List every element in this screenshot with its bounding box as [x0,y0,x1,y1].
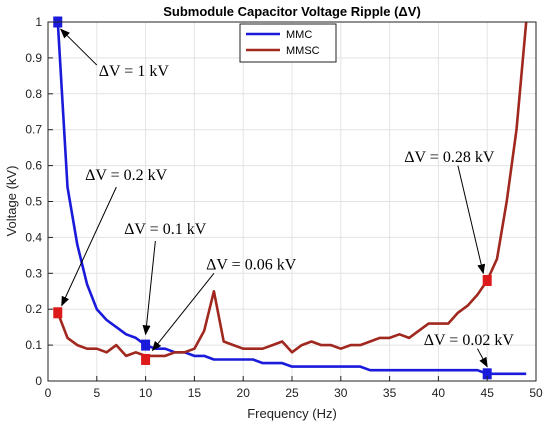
y-tick-label: 1 [35,15,42,29]
annotation-label: ΔV = 0.02 kV [424,332,515,349]
legend-label-mmc: MMC [286,29,312,41]
y-tick-label: 0.7 [25,123,42,137]
marker-mmc [141,339,151,351]
annotation-arrow [151,272,215,352]
y-tick-label: 0.9 [25,51,42,65]
annotation-arrow [59,28,98,66]
y-tick-label: 0 [35,374,42,388]
marker-mmsc [53,307,63,319]
x-tick-label: 30 [334,386,348,400]
annotation-label: ΔV = 0.06 kV [206,257,297,274]
series-line-mmsc [56,21,528,358]
y-tick-label: 0.3 [25,266,42,280]
annotation-arrow [61,186,117,307]
y-tick-label: 0.1 [25,338,42,352]
y-axis-label: Voltage (kV) [4,166,19,237]
x-tick-label: 35 [383,386,397,400]
annotation-arrow [142,240,156,336]
x-tick-label: 5 [93,386,100,400]
x-tick-label: 45 [481,386,495,400]
y-tick-label: 0.6 [25,159,42,173]
y-tick-label: 0.4 [25,230,42,244]
legend-box [239,23,337,63]
annotation-label: ΔV = 0.28 kV [404,149,495,166]
legend: MMC MMSC [239,23,337,63]
x-tick-label: 50 [529,386,543,400]
annotations: ΔV = 1 kV ΔV = 0.2 kV ΔV = 0.1 kV ΔV = 0.06… [59,28,515,368]
x-tick-label: 25 [285,386,299,400]
marker-mmc [482,368,492,380]
series-line-mmc [56,21,527,376]
y-tick-label: 0.2 [25,302,42,316]
chart-title: Submodule Capacitor Voltage Ripple (ΔV) [163,4,421,19]
annotation-label: ΔV = 0.2 kV [85,167,168,184]
marker-mmsc [482,274,492,286]
annotation-label: ΔV = 0.1 kV [124,221,207,238]
x-tick-label: 15 [188,386,202,400]
x-tick-label: 20 [237,386,251,400]
marker-mmsc [141,353,151,365]
ticks: 0 5 10 15 20 25 30 35 40 45 50 0 0.1 0.2 0.3 0.4 0.5 0.6 0… [25,15,543,400]
annotation-arrow [457,165,486,275]
x-axis-label: Frequency (Hz) [247,406,337,421]
x-tick-label: 0 [45,386,52,400]
x-tick-label: 10 [139,386,153,400]
x-tick-label: 40 [432,386,446,400]
y-tick-label: 0.8 [25,87,42,101]
y-tick-label: 0.5 [25,195,42,209]
series-lines [56,21,528,376]
legend-label-mmsc: MMSC [286,45,320,57]
annotation-arrow [477,348,488,368]
annotation-label: ΔV = 1 kV [99,63,170,80]
